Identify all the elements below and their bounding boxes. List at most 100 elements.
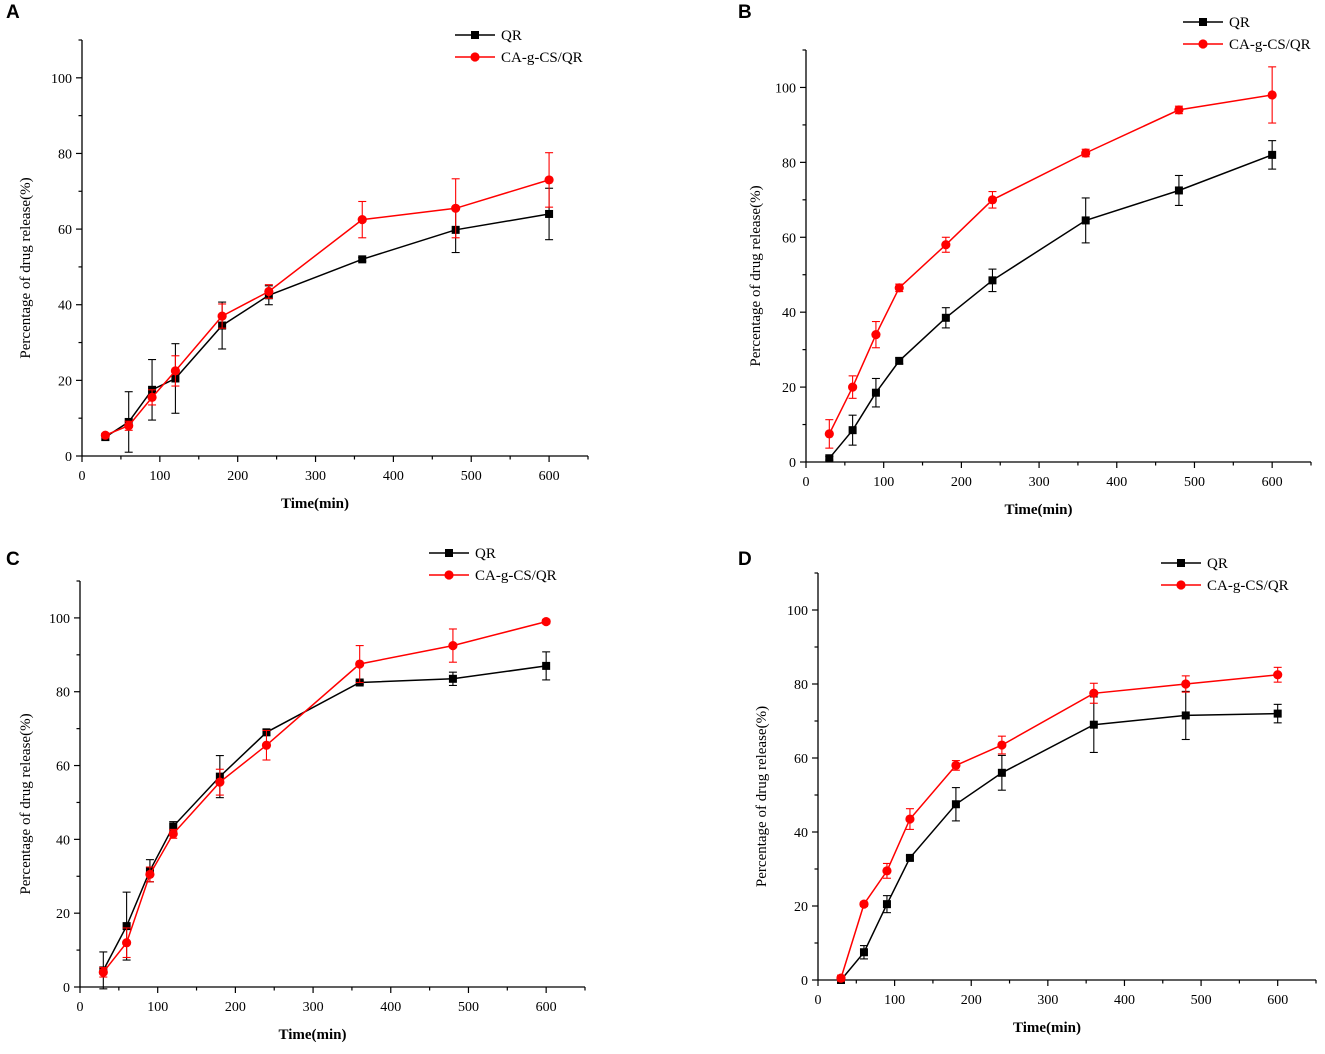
data-point <box>168 829 178 839</box>
x-tick-label: 0 <box>815 993 822 1008</box>
series-line <box>840 674 1278 979</box>
legend-marker <box>445 549 453 557</box>
legend-marker <box>444 570 454 580</box>
data-point <box>859 948 868 957</box>
x-tick-label: 300 <box>1037 993 1058 1008</box>
chart-panel-a: A 0 100 200 300 400 500 600 0 20 40 60 80 100 Time(min… <box>0 0 662 527</box>
data-point <box>1267 90 1277 100</box>
panel-letter: B <box>738 2 752 23</box>
series-qr <box>825 140 1277 463</box>
data-point <box>541 617 551 627</box>
x-tick-label: 600 <box>539 469 560 484</box>
data-point <box>1174 105 1184 115</box>
legend: QR CA-g-CS/QR <box>1161 556 1289 594</box>
x-tick-label: 0 <box>79 469 86 484</box>
x-tick-label: 600 <box>1262 475 1283 490</box>
data-point <box>448 674 457 683</box>
data-point <box>1089 688 1099 698</box>
data-point <box>836 973 846 983</box>
x-axis-title: Time(min) <box>1004 502 1072 518</box>
data-point <box>451 203 461 213</box>
chart-panel-c: C 0 100 200 300 400 500 600 0 20 40 60 80 100 Time(min… <box>0 527 662 1054</box>
y-tick-label: 80 <box>58 147 72 162</box>
x-tick-label: 500 <box>461 469 482 484</box>
y-tick-label: 20 <box>56 907 70 922</box>
legend: QR CA-g-CS/QR <box>1183 15 1311 53</box>
series-ca-g-cs-qr <box>98 617 551 978</box>
series-line <box>105 179 550 436</box>
legend-marker <box>471 31 479 39</box>
data-point <box>824 429 834 439</box>
data-point <box>169 822 178 831</box>
series-qr <box>99 651 551 990</box>
x-tick-label: 100 <box>873 475 894 490</box>
x-tick-label: 200 <box>227 469 248 484</box>
y-tick-label: 40 <box>794 826 808 841</box>
y-tick-label: 0 <box>65 450 72 465</box>
y-tick-label: 60 <box>794 752 808 767</box>
series-ca-g-cs-qr <box>824 66 1277 449</box>
data-point <box>848 382 858 392</box>
data-point <box>261 740 272 750</box>
legend-marker <box>1198 39 1208 49</box>
legend-label: QR <box>501 28 522 44</box>
y-tick-label: 60 <box>58 223 72 238</box>
data-point <box>871 330 881 340</box>
data-point <box>951 800 960 809</box>
chart-d: D 0 100 200 300 400 500 600 0 20 40 60 80 100 Time(min… <box>738 549 1317 1036</box>
data-point <box>544 175 554 185</box>
data-point <box>1081 216 1090 225</box>
data-point <box>542 661 551 670</box>
x-tick-label: 100 <box>149 469 170 484</box>
data-point <box>882 866 892 876</box>
y-tick-label: 0 <box>801 974 808 989</box>
y-tick-label: 20 <box>58 374 72 389</box>
y-tick-label: 0 <box>789 456 796 471</box>
panel-letter: A <box>6 2 20 23</box>
chart-a: A 0 100 200 300 400 500 600 0 20 40 60 80 100 Time(min… <box>6 2 589 512</box>
data-point <box>1268 150 1277 159</box>
x-tick-label: 500 <box>458 1000 479 1015</box>
data-point <box>264 286 274 297</box>
x-axis-title: Time(min) <box>278 1027 346 1043</box>
data-point <box>1273 670 1283 680</box>
series-line <box>828 154 1273 459</box>
legend-label: QR <box>1229 15 1250 31</box>
y-tick-label: 80 <box>782 156 796 171</box>
panel-letter: C <box>6 549 20 570</box>
y-tick-label: 60 <box>782 231 796 246</box>
x-tick-label: 100 <box>884 993 905 1008</box>
x-tick-label: 600 <box>536 1000 557 1015</box>
x-tick-label: 100 <box>147 1000 168 1015</box>
data-point <box>215 777 225 787</box>
y-axis-title: Percentage of drug release(%) <box>18 177 34 358</box>
data-point <box>358 255 367 264</box>
legend: QR CA-g-CS/QR <box>429 546 557 584</box>
x-tick-label: 400 <box>1106 475 1127 490</box>
y-tick-label: 100 <box>775 81 796 96</box>
data-point <box>1089 720 1098 729</box>
data-point <box>894 283 904 293</box>
chart-c: C 0 100 200 300 400 500 600 0 20 40 60 80 100 Time(min… <box>6 546 586 1043</box>
y-axis-title: Percentage of drug release(%) <box>18 713 34 894</box>
data-point <box>895 356 904 365</box>
y-tick-label: 40 <box>58 299 72 314</box>
data-point <box>941 313 950 322</box>
legend-label: QR <box>1207 556 1228 572</box>
data-point <box>98 967 108 977</box>
series-qr <box>836 690 1282 984</box>
data-point <box>1081 148 1091 158</box>
data-point <box>100 430 110 440</box>
data-point <box>859 899 869 909</box>
y-tick-label: 40 <box>56 833 70 848</box>
chart-panel-d: D 0 100 200 300 400 500 600 0 20 40 60 80 100 Time(min… <box>662 527 1325 1054</box>
data-point <box>145 869 155 880</box>
series-ca-g-cs-qr <box>836 666 1283 983</box>
series-line <box>840 712 1278 981</box>
data-point <box>170 366 181 376</box>
y-tick-label: 80 <box>794 678 808 693</box>
data-point <box>217 311 227 321</box>
y-tick-label: 20 <box>794 900 808 915</box>
series-line <box>102 665 547 971</box>
x-axis-title: Time(min) <box>281 496 349 512</box>
